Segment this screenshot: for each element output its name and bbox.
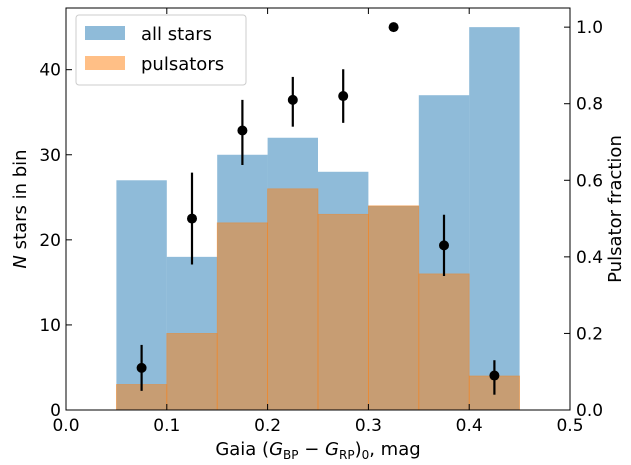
x-tick-label: 0.4 [456, 416, 483, 436]
fraction-point-3 [287, 94, 298, 105]
bar-pulsators-4 [317, 213, 369, 411]
legend: all stars pulsators [75, 14, 247, 86]
x-tick-label: 0.1 [153, 416, 180, 436]
bar-pulsators-5 [367, 205, 420, 411]
legend-swatch-all-stars [85, 26, 125, 40]
x-tick-label: 0.0 [52, 416, 79, 436]
left-y-tick-label: 30 [39, 146, 61, 166]
right-y-tick-label: 0.8 [576, 95, 603, 115]
bar-pulsators-1 [166, 333, 218, 411]
left-y-tick-label: 40 [39, 61, 61, 81]
left-y-axis-ticks: 0 10 20 30 40 [39, 61, 72, 421]
left-y-axis-label: N stars in bin [10, 149, 31, 268]
bar-pulsators-6 [418, 273, 470, 411]
left-y-tick-label: 10 [39, 316, 61, 336]
right-y-axis-label: Pulsator fraction [605, 135, 626, 283]
fraction-point-7 [489, 370, 500, 381]
bar-pulsators-2 [216, 222, 268, 411]
bar-pulsators-3 [267, 188, 319, 411]
fraction-point-6 [439, 240, 449, 251]
fraction-point-1 [187, 213, 197, 224]
right-y-tick-label: 0.0 [576, 401, 603, 421]
legend-label-pulsators: pulsators [141, 54, 224, 75]
x-axis-label: Gaia (GBP − GRP)0, mag [215, 439, 420, 461]
bars-layer [116, 27, 521, 411]
fraction-point-4 [338, 91, 349, 102]
fraction-point-2 [237, 125, 248, 136]
right-y-tick-label: 1.0 [576, 18, 603, 38]
fraction-point-5 [388, 22, 399, 33]
left-y-tick-label: 20 [39, 231, 61, 251]
left-y-tick-label: 0 [50, 401, 61, 421]
legend-swatch-pulsators [85, 56, 125, 70]
x-tick-label: 0.5 [556, 416, 583, 436]
plot-frame [65, 7, 571, 411]
right-y-axis-ticks: 0.0 0.2 0.4 0.6 0.8 1.0 [564, 18, 603, 421]
x-tick-label: 0.3 [355, 416, 382, 436]
right-y-tick-label: 0.2 [576, 324, 603, 344]
x-axis-ticks: 0.0 0.1 0.2 0.3 0.4 0.5 [52, 8, 584, 436]
bar-all-stars-7 [469, 27, 520, 411]
legend-label-all-stars: all stars [141, 24, 212, 45]
x-tick-label: 0.2 [254, 416, 281, 436]
right-y-tick-label: 0.4 [576, 248, 603, 268]
fraction-points-layer [136, 22, 500, 395]
right-y-tick-label: 0.6 [576, 171, 603, 191]
fraction-point-0 [136, 362, 147, 373]
